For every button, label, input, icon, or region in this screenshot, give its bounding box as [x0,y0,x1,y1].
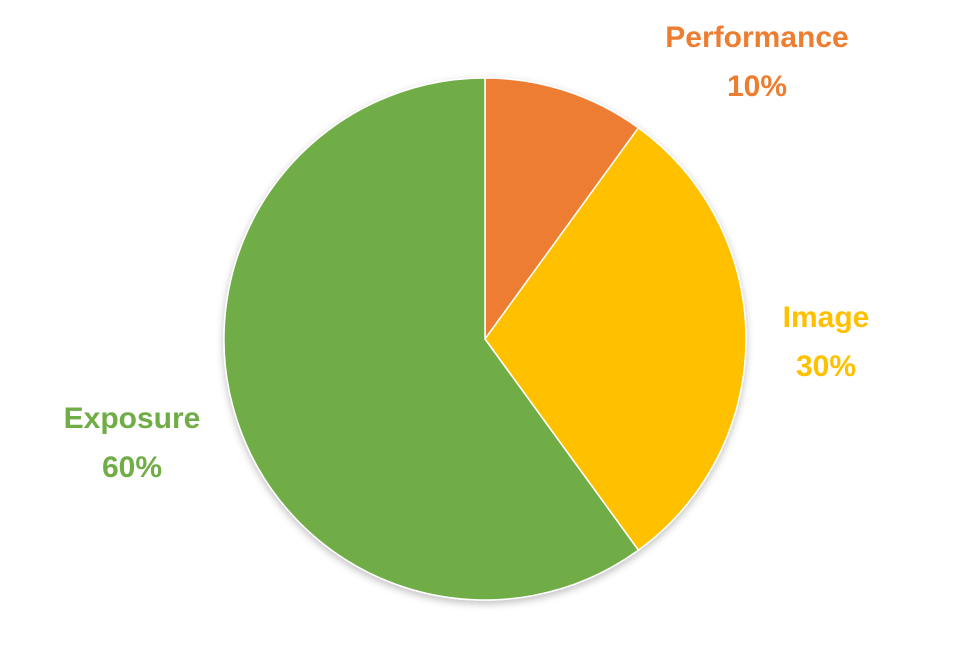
slice-value-performance: 10% [727,70,787,103]
slice-label-image: Image [783,301,870,334]
pie-slice-performance [484,77,640,342]
pie-slices [223,77,747,601]
pie-labels: Performance 10% Image 30% Exposure 60% [64,21,870,484]
slice-value-exposure: 60% [102,451,162,484]
slice-value-image: 30% [796,350,856,383]
slice-label-performance: Performance [665,21,848,54]
pie-slice-exposure [223,77,640,601]
pie-slice-image [484,126,747,552]
slice-label-exposure: Exposure [64,402,201,435]
